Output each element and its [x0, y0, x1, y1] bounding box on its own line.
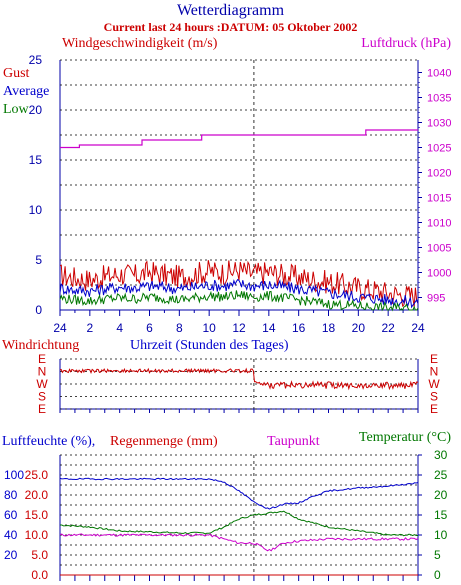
- rain-tick-label: 20.0: [25, 488, 49, 502]
- humidity-tick-label: 60: [4, 508, 18, 522]
- legend-average: Average: [3, 84, 50, 99]
- rain-title: Regenmenge (mm): [110, 434, 218, 449]
- pressure-axis-title: Luftdruck (hPa): [361, 36, 451, 51]
- time-tick-label: 18: [322, 321, 336, 335]
- direction-tick-label-left: W: [36, 377, 48, 391]
- time-axis-title: Uhrzeit (Stunden des Tages): [130, 338, 289, 353]
- pressure-tick-label: 1010: [427, 218, 451, 230]
- time-tick-label: 14: [262, 321, 276, 335]
- direction-tick-label-right: S: [430, 390, 438, 404]
- direction-tick-label-left: E: [38, 352, 46, 366]
- humidity-title: Luftfeuchte (%),: [2, 434, 96, 449]
- humidity-tick-label: 100: [4, 468, 24, 482]
- time-tick-label: 16: [292, 321, 306, 335]
- temperature-tick-label: 20: [434, 488, 448, 502]
- page-title: Wetterdiagramm: [176, 2, 285, 19]
- wind-y-tick-label: 15: [29, 153, 43, 167]
- pressure-tick-label: 1025: [427, 143, 451, 155]
- humidity-tick-label: 80: [4, 488, 18, 502]
- humidity-tick-label: 20: [4, 548, 18, 562]
- temperature-tick-label: 0: [434, 568, 441, 582]
- direction-tick-label-left: S: [38, 390, 46, 404]
- humidity-series: [59, 477, 419, 510]
- dewpoint-series: [59, 533, 419, 552]
- pressure-tick-label: 995: [427, 293, 445, 305]
- time-tick-label: 24: [411, 321, 425, 335]
- wind-y-tick-label: 20: [29, 103, 43, 117]
- time-tick-label: 20: [352, 321, 366, 335]
- temperature-tick-label: 10: [434, 528, 448, 542]
- pressure-tick-label: 1005: [427, 243, 451, 255]
- temperature-tick-label: 5: [434, 548, 441, 562]
- wind-y-tick-label: 0: [35, 303, 42, 317]
- rain-tick-label: 0.0: [31, 568, 48, 582]
- wind-y-tick-label: 5: [35, 253, 42, 267]
- direction-tick-label-left: E: [38, 402, 46, 416]
- direction-tick-label-left: N: [38, 365, 47, 379]
- pressure-series: [60, 129, 418, 149]
- wind-y-tick-label: 10: [29, 203, 43, 217]
- temperature-title: Temperatur (°C): [358, 430, 451, 445]
- pressure-tick-label: 1020: [427, 168, 451, 180]
- legend-gust: Gust: [3, 66, 30, 81]
- rain-tick-label: 5.0: [31, 548, 48, 562]
- pressure-tick-label: 1000: [427, 268, 451, 280]
- rain-tick-label: 25.0: [25, 468, 49, 482]
- time-tick-label: 10: [202, 321, 216, 335]
- wind-series-low: [59, 290, 419, 312]
- temperature-tick-label: 15: [434, 508, 448, 522]
- wind-series-average: [59, 278, 419, 309]
- temperature-tick-label: 30: [434, 448, 448, 462]
- temperature-tick-label: 25: [434, 468, 448, 482]
- pressure-tick-label: 1040: [427, 68, 451, 80]
- direction-tick-label-right: E: [430, 352, 438, 366]
- time-tick-label: 8: [176, 321, 183, 335]
- time-tick-label: 22: [381, 321, 395, 335]
- dewpoint-title: Taupunkt: [267, 434, 320, 449]
- legend-low: Low: [3, 102, 29, 117]
- rain-tick-label: 15.0: [25, 508, 49, 522]
- wind-y-tick-label: 25: [29, 53, 43, 67]
- time-tick-label: 12: [232, 321, 246, 335]
- direction-tick-label-right: N: [430, 365, 439, 379]
- humidity-tick-label: 40: [4, 528, 18, 542]
- rain-tick-label: 10.0: [25, 528, 49, 542]
- pressure-tick-label: 1015: [427, 193, 451, 205]
- pressure-tick-label: 1030: [427, 118, 451, 130]
- page-subtitle: Current last 24 hours :DATUM: 05 Oktober…: [103, 20, 358, 34]
- wind-series-gust: [59, 260, 419, 308]
- time-tick-label: 6: [146, 321, 153, 335]
- time-tick-label: 24: [53, 321, 67, 335]
- wind-axis-title: Windgeschwindigkeit (m/s): [62, 36, 218, 51]
- direction-series: [59, 367, 419, 391]
- pressure-tick-label: 1035: [427, 93, 451, 105]
- time-tick-label: 2: [86, 321, 93, 335]
- temperature-series: [60, 510, 418, 537]
- direction-title: Windrichtung: [2, 338, 80, 353]
- direction-tick-label-right: W: [428, 377, 440, 391]
- time-tick-label: 4: [116, 321, 123, 335]
- direction-tick-label-right: E: [430, 402, 438, 416]
